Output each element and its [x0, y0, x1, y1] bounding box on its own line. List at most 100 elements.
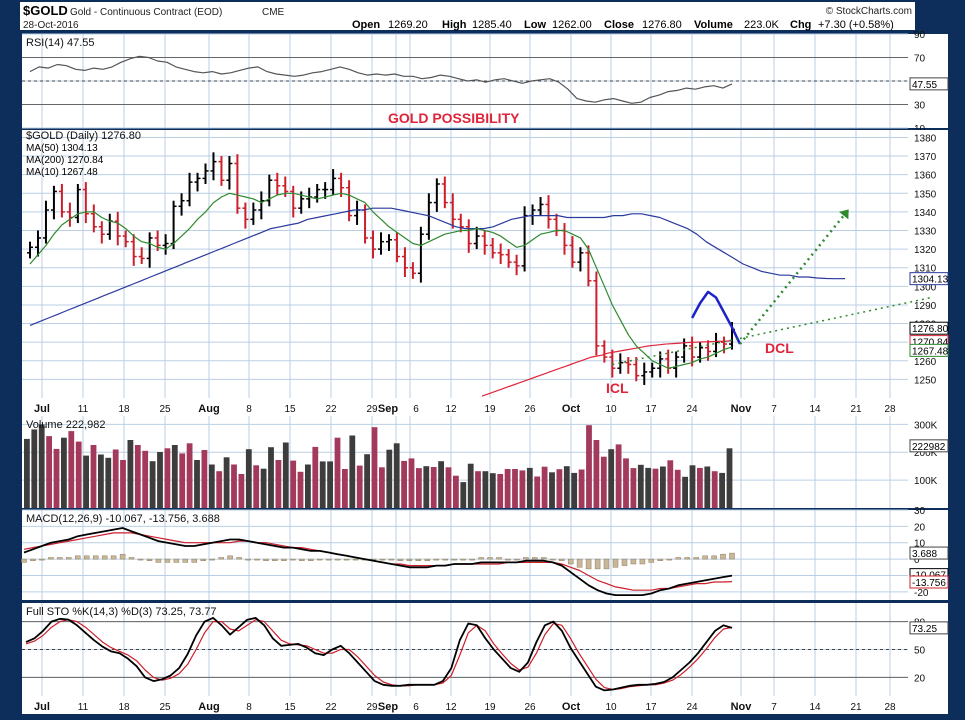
x-tick-label-bottom-oct: Oct: [562, 701, 581, 713]
volume-bar: [430, 467, 437, 508]
volume-bar: [364, 454, 370, 508]
macd-histogram-bar: [603, 558, 610, 570]
macd-histogram-bar: [227, 555, 233, 560]
volume-bar: [319, 461, 326, 508]
volume-bar: [416, 468, 422, 508]
volume-bar: [127, 440, 134, 508]
chg-label: Chg: [790, 19, 811, 31]
macd-histogram-bar: [424, 558, 431, 561]
macd-histogram-bar: [541, 557, 547, 560]
volume-bar: [24, 438, 30, 508]
volume-value: 223.0K: [744, 19, 780, 31]
volume-bar: [297, 471, 304, 508]
volume-bar: [356, 465, 363, 508]
y-tick-label: 70: [914, 54, 926, 65]
volume-bar: [652, 468, 659, 508]
volume-bar: [275, 460, 282, 508]
macd-histogram-bar: [57, 557, 63, 560]
macd-histogram-bar: [585, 558, 592, 570]
y-tick-label: 1250: [914, 375, 937, 386]
volume-bar: [489, 473, 496, 508]
y-tick-label: 1300: [914, 282, 937, 293]
macd-histogram-bar: [308, 558, 314, 561]
volume-bar: [223, 457, 230, 508]
volume-bar: [697, 467, 703, 508]
volume-bar: [46, 436, 52, 508]
annotation-dcl: DCL: [765, 340, 794, 356]
macd-histogram-bar: [558, 558, 565, 561]
volume-bar: [327, 461, 333, 508]
y-tick-label: 300K: [914, 420, 938, 431]
macd-histogram-bar: [352, 558, 359, 561]
y-tick-label: -20: [914, 588, 929, 599]
macd-histogram-bar: [128, 557, 135, 560]
macd-histogram-bar: [137, 558, 144, 561]
x-tick-label-18: 18: [118, 404, 130, 415]
low-label: Low: [524, 19, 546, 31]
y-tick-label: 1370: [914, 152, 937, 163]
volume-bar: [393, 443, 400, 508]
macd-histogram-bar: [594, 558, 601, 570]
macd-histogram-bar: [263, 558, 269, 561]
volume-bar: [615, 444, 622, 508]
volume-bar: [401, 460, 407, 508]
x-tick-label-15: 15: [284, 404, 296, 415]
volume-current-value: 222982: [912, 442, 946, 453]
y-tick-label: 1320: [914, 245, 937, 256]
macd-histogram-bar: [325, 558, 332, 561]
x-tick-label-11: 11: [78, 404, 89, 415]
x-tick-label-29: 29: [366, 404, 378, 415]
volume-bar: [608, 449, 615, 508]
x-tick-label-12: 12: [445, 404, 457, 415]
y-tick-label: 50: [914, 646, 926, 657]
macd-line: [23, 527, 733, 596]
x-tick-label-bottom-24: 24: [686, 702, 698, 713]
macd-histogram-bar: [630, 558, 637, 565]
x-tick-label-bottom-15: 15: [284, 702, 296, 713]
volume-bar: [334, 437, 341, 508]
macd-histogram-bar: [209, 558, 215, 561]
volume-bar: [312, 446, 319, 508]
volume-bar: [216, 471, 223, 508]
ma50-line: [29, 207, 846, 326]
y-tick-label: 20: [914, 522, 926, 533]
macd-histogram-bar: [693, 557, 699, 560]
volume-bar: [38, 424, 45, 508]
volume-bar: [578, 469, 585, 508]
macd-histogram-bar: [218, 557, 224, 560]
volume-bar: [134, 445, 141, 508]
x-tick-label-bottom-21: 21: [850, 702, 862, 713]
macd-histogram-bar: [299, 558, 305, 561]
high-label: High: [442, 19, 467, 31]
volume-bar: [53, 448, 60, 508]
macd-histogram-bar: [666, 558, 673, 561]
macd-histogram-bar: [164, 558, 171, 563]
macd-histogram-bar: [146, 558, 153, 561]
volume-bar: [600, 456, 607, 508]
y-tick-label: 1260: [914, 357, 937, 368]
volume-bar: [630, 468, 637, 508]
volume-bar: [423, 466, 430, 508]
x-tick-label-jul: Jul: [34, 403, 50, 415]
y-tick-label: 30: [914, 506, 926, 517]
volume-bar: [549, 472, 555, 508]
x-tick-label-oct: Oct: [562, 403, 581, 415]
y-tick-label: 10: [914, 124, 926, 135]
watermark: © StockCharts.com: [826, 6, 912, 17]
macd-histogram-bar: [290, 558, 296, 561]
sto-label: Full STO %K(14,3) %D(3) 73.25, 73.77: [26, 606, 217, 618]
close-value-box: 1276.80: [912, 324, 949, 335]
volume-bar: [504, 469, 511, 508]
ma50-value: 1304.13: [912, 275, 949, 286]
volume-bar: [719, 472, 725, 508]
y-tick-label: 100K: [914, 476, 938, 487]
macd-histogram-bar: [316, 558, 323, 561]
x-tick-label-22: 22: [325, 404, 337, 415]
sto-current-value: 73.25: [912, 624, 937, 635]
ma200-legend: MA(200) 1270.84: [26, 155, 104, 166]
macd-histogram-bar: [388, 558, 395, 561]
x-tick-label-bottom-7: 7: [771, 702, 777, 713]
macd-histogram-bar: [523, 557, 529, 560]
ma50-legend: MA(50) 1304.13: [26, 143, 98, 154]
macd-histogram-bar: [397, 558, 404, 561]
